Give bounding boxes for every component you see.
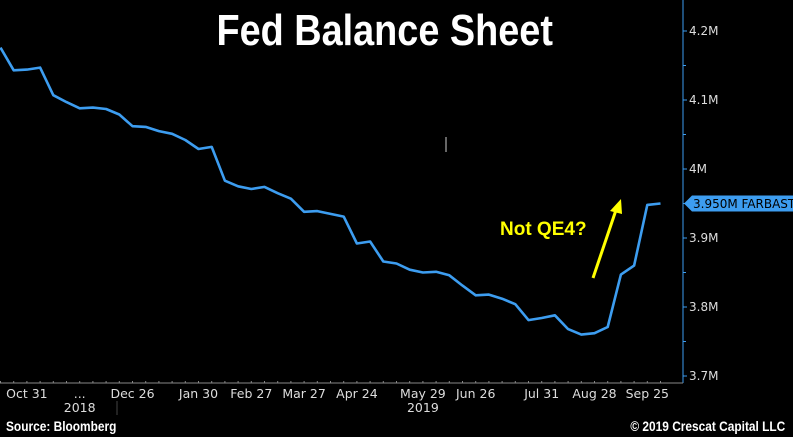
x-tick-label: Mar 27 (282, 386, 325, 401)
series-line (0, 46, 661, 336)
y-tick-label: 4.1M (689, 93, 718, 107)
annotation-arrow (591, 199, 622, 279)
x-year-label: 2018 (64, 400, 96, 415)
axes: 4.2M 4.1M 4M 3.9M 3.8M 3.7M Oct 31... Dec 26 Jan… (0, 0, 793, 415)
x-year-label: 2019 (407, 400, 439, 415)
x-tick-label: Jan 30 (178, 386, 218, 401)
x-tick-label: Dec 26 (110, 386, 154, 401)
y-tick-label: 4M (689, 162, 707, 176)
x-tick-label: Jun 26 (455, 386, 495, 401)
x-tick-label: ... (74, 386, 86, 401)
chart-title: Fed Balance Sheet (216, 6, 553, 55)
series-farbast (0, 46, 661, 336)
x-tick-label: Apr 24 (336, 386, 378, 401)
x-tick-label: May 29 (400, 386, 446, 401)
y-tick-label: 3.7M (689, 369, 718, 383)
y-tick-label: 3.9M (689, 231, 718, 245)
x-tick-label: Oct 31 (6, 386, 48, 401)
x-tick-label: Jul 31 (523, 386, 559, 401)
annotation-not-qe4: Not QE4? (500, 219, 587, 240)
source-note: Source: Bloomberg (6, 418, 117, 434)
x-tick-label: Feb 27 (230, 386, 272, 401)
last-value-badge (684, 195, 793, 212)
copyright-note: © 2019 Crescat Capital LLC (630, 418, 785, 434)
y-tick-label: 3.8M (689, 300, 718, 314)
x-tick-label: Sep 25 (626, 386, 669, 401)
x-tick-label: Aug 28 (572, 386, 616, 401)
y-tick-label: 4.2M (689, 24, 718, 38)
last-value-label: 3.950M FARBAST (693, 197, 793, 211)
